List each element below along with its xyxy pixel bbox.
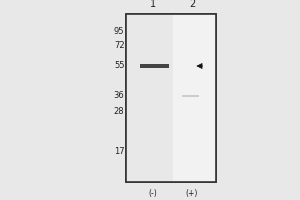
Bar: [140, 64, 169, 68]
Bar: [126, 14, 172, 182]
Text: (+): (+): [186, 189, 198, 198]
Text: 28: 28: [114, 108, 124, 116]
Text: 2: 2: [189, 0, 195, 9]
Text: 1: 1: [150, 0, 156, 9]
Text: (-): (-): [148, 189, 158, 198]
Text: 36: 36: [114, 92, 124, 100]
Bar: [126, 14, 216, 182]
Text: 17: 17: [114, 148, 124, 156]
Text: 55: 55: [114, 62, 124, 71]
Text: 95: 95: [114, 27, 124, 36]
Bar: [126, 14, 216, 182]
Bar: [172, 14, 216, 182]
Bar: [182, 95, 199, 97]
Text: 72: 72: [114, 42, 124, 50]
